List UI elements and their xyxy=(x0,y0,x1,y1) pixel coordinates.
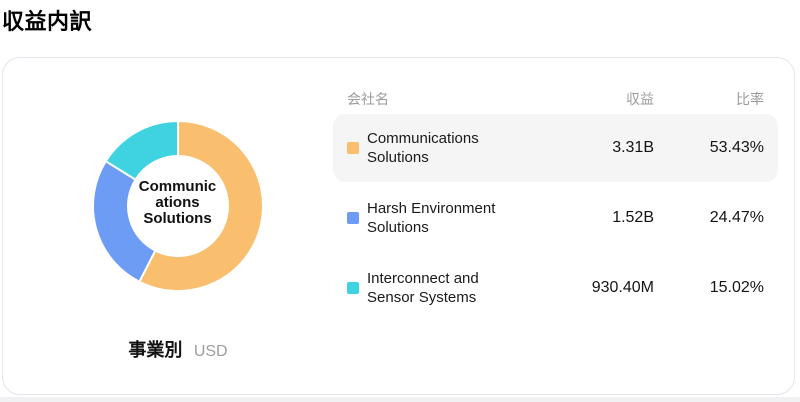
donut-chart-area: Communications Solutions 事業別 USD xyxy=(3,58,313,396)
row-name: Communications Solutions xyxy=(367,130,479,166)
chart-unit-label: USD xyxy=(193,343,228,360)
row-ratio: 53.43% xyxy=(709,139,764,156)
legend-swatch xyxy=(347,282,359,294)
table-row-harsh-environment-solutions[interactable]: Harsh Environment Solutions 1.52B 24.47% xyxy=(333,184,778,252)
row-name: Interconnect and Sensor Systems xyxy=(367,270,479,306)
donut-segment-0[interactable] xyxy=(138,120,264,292)
chart-dimension-label[interactable]: 事業別 xyxy=(128,340,183,360)
table-header-row: 会社名 収益 比率 xyxy=(333,84,778,114)
row-name: Harsh Environment Solutions xyxy=(367,200,496,236)
donut-center-label: Communications Solutions xyxy=(138,178,217,227)
donut-segment-2[interactable] xyxy=(104,120,179,181)
row-ratio: 24.47% xyxy=(709,209,764,226)
chart-footer: 事業別 USD xyxy=(90,336,266,362)
table-row-interconnect-and-sensor-systems[interactable]: Interconnect and Sensor Systems 930.40M … xyxy=(333,254,778,322)
row-ratio: 15.02% xyxy=(709,279,764,296)
row-revenue: 930.40M xyxy=(591,279,654,296)
column-header-name: 会社名 xyxy=(347,91,389,107)
table-row-communications-solutions[interactable]: Communications Solutions 3.31B 53.43% xyxy=(333,114,778,182)
legend-swatch xyxy=(347,212,359,224)
column-header-revenue: 収益 xyxy=(626,91,654,107)
column-header-ratio: 比率 xyxy=(736,91,764,107)
row-revenue: 3.31B xyxy=(612,139,654,156)
breakdown-table: 会社名 収益 比率 Communications Solutions 3.31B… xyxy=(333,84,778,324)
page-title: 収益内訳 xyxy=(2,9,93,34)
page-bottom-strip xyxy=(0,397,800,402)
legend-swatch xyxy=(347,142,359,154)
revenue-breakdown-card: Communications Solutions 事業別 USD 会社名 収益 … xyxy=(2,57,795,395)
row-revenue: 1.52B xyxy=(612,209,654,226)
donut-chart xyxy=(92,120,264,292)
